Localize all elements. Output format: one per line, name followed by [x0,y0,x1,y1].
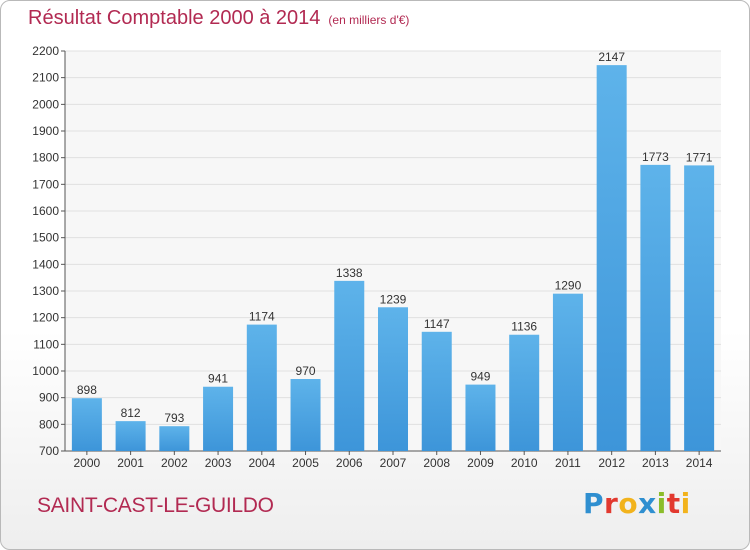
x-tick-label: 2004 [248,456,275,470]
bar-value-label: 1147 [424,317,450,331]
x-tick-label: 2011 [555,456,581,470]
bar-value-label: 898 [77,383,97,397]
bar-value-label: 1239 [380,292,407,306]
bar-value-label: 812 [121,406,141,420]
bar-value-label: 2147 [598,50,625,64]
logo-letter: i [680,487,691,520]
bar [203,386,234,451]
y-tick-label: 1700 [32,177,59,191]
logo-letter: o [618,487,639,520]
bar [246,324,277,451]
y-tick-label: 1800 [32,151,59,165]
y-tick-label: 2100 [32,71,59,85]
proxiti-logo: Proxiti [583,487,691,520]
bar-value-label: 1290 [555,279,582,293]
x-tick-label: 2005 [292,456,319,470]
x-tick-label: 2002 [161,456,188,470]
bar [159,426,190,451]
bar-value-label: 1338 [336,266,363,280]
bar [552,293,583,451]
logo-letter: r [604,487,619,520]
bar-value-label: 949 [470,370,490,384]
logo-letter: P [583,487,605,520]
y-tick-label: 1400 [32,257,59,271]
y-tick-label: 1300 [32,284,59,298]
bar-value-label: 1174 [249,310,275,324]
x-tick-label: 2006 [336,456,363,470]
chart-title-text: Résultat Comptable 2000 à 2014 [28,7,321,29]
y-tick-label: 700 [39,444,59,458]
logo-letter: x [638,487,657,520]
bar [509,334,540,451]
bar [378,307,408,451]
bar-value-label: 1136 [511,320,537,334]
bar-value-label: 970 [296,364,316,378]
bar-value-label: 1773 [642,150,669,164]
y-tick-label: 1900 [32,124,59,138]
bar [71,398,102,451]
x-tick-label: 2000 [74,456,101,470]
y-tick-label: 1000 [32,364,59,378]
bar [421,331,452,451]
place-name: SAINT-CAST-LE-GUILDO [37,494,274,517]
logo-letter: t [666,487,681,520]
bar-value-label: 793 [164,411,184,425]
bar [465,384,496,451]
y-tick-label: 1500 [32,231,59,245]
y-tick-label: 1200 [32,311,59,325]
y-tick-label: 800 [39,417,59,431]
chart-title: Résultat Comptable 2000 à 2014 (en millie… [28,7,409,30]
bar [596,65,627,451]
x-tick-label: 2010 [511,456,538,470]
x-tick-label: 2013 [642,456,669,470]
y-tick-label: 2000 [32,97,59,111]
x-tick-label: 2007 [380,456,407,470]
x-tick-label: 2001 [117,456,144,470]
bar [684,165,715,451]
bar [115,421,146,451]
logo-letter: i [656,487,667,520]
x-tick-label: 2008 [423,456,450,470]
bar-value-label: 941 [208,372,228,386]
bar [640,164,671,451]
x-tick-label: 2014 [686,456,713,470]
chart-subtitle: (en milliers d'€) [328,13,410,27]
bar [290,379,321,451]
y-tick-label: 1100 [33,337,59,351]
y-tick-label: 1600 [32,204,59,218]
x-tick-label: 2009 [467,456,494,470]
y-tick-label: 900 [39,391,59,405]
x-tick-label: 2003 [205,456,232,470]
y-tick-label: 2200 [32,44,59,58]
bar-value-label: 1771 [686,150,713,164]
x-tick-label: 2012 [598,456,625,470]
bar [334,280,365,451]
